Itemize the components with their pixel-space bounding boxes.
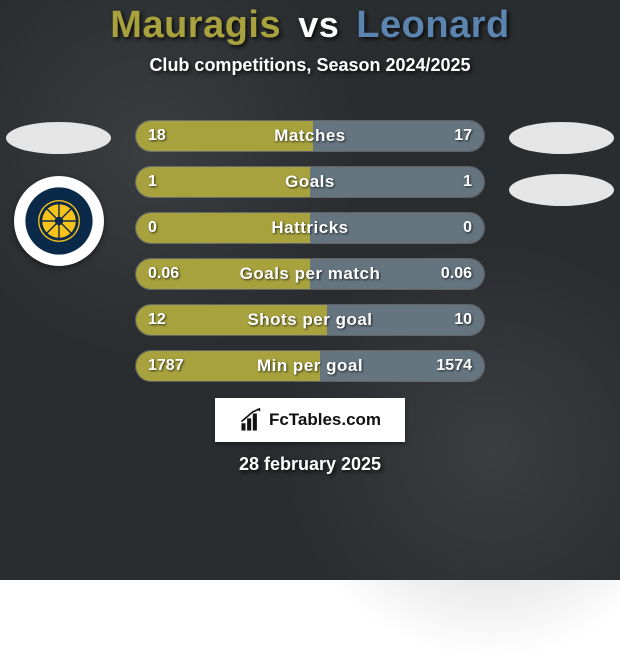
stat-value-right: 0: [463, 219, 472, 237]
stat-bar: 18Matches17: [135, 120, 485, 152]
mariners-badge-icon: [24, 186, 94, 256]
player2-avatar-placeholder: [509, 122, 614, 154]
stat-label: Shots per goal: [136, 310, 484, 330]
date-label: 28 february 2025: [0, 454, 620, 475]
page-title: Mauragis vs Leonard: [110, 4, 509, 47]
player1-club-badge: [14, 176, 104, 266]
stat-label: Goals: [136, 172, 484, 192]
stat-label: Min per goal: [136, 356, 484, 376]
subtitle: Club competitions, Season 2024/2025: [149, 55, 470, 76]
stat-bar: 0Hattricks0: [135, 212, 485, 244]
player2-club-placeholder: [509, 174, 614, 206]
stat-value-right: 1574: [436, 357, 472, 375]
brand-text: FcTables.com: [269, 410, 381, 430]
stat-label: Hattricks: [136, 218, 484, 238]
player1-avatar-placeholder: [6, 122, 111, 154]
stat-bar: 0.06Goals per match0.06: [135, 258, 485, 290]
stat-bar: 1787Min per goal1574: [135, 350, 485, 382]
stat-bar: 1Goals1: [135, 166, 485, 198]
title-player1: Mauragis: [110, 4, 281, 46]
stat-bar: 12Shots per goal10: [135, 304, 485, 336]
comparison-card: Mauragis vs Leonard Club competitions, S…: [0, 0, 620, 580]
stat-value-right: 10: [454, 311, 472, 329]
title-player2: Leonard: [356, 4, 509, 46]
stat-value-right: 17: [454, 127, 472, 145]
stat-value-right: 0.06: [441, 265, 472, 283]
stat-label: Goals per match: [136, 264, 484, 284]
fctables-logo-icon: [239, 407, 265, 433]
stat-bars: 18Matches171Goals10Hattricks00.06Goals p…: [135, 120, 485, 382]
brand-box[interactable]: FcTables.com: [215, 398, 405, 442]
title-vs: vs: [298, 4, 339, 45]
stat-label: Matches: [136, 126, 484, 146]
stat-value-right: 1: [463, 173, 472, 191]
